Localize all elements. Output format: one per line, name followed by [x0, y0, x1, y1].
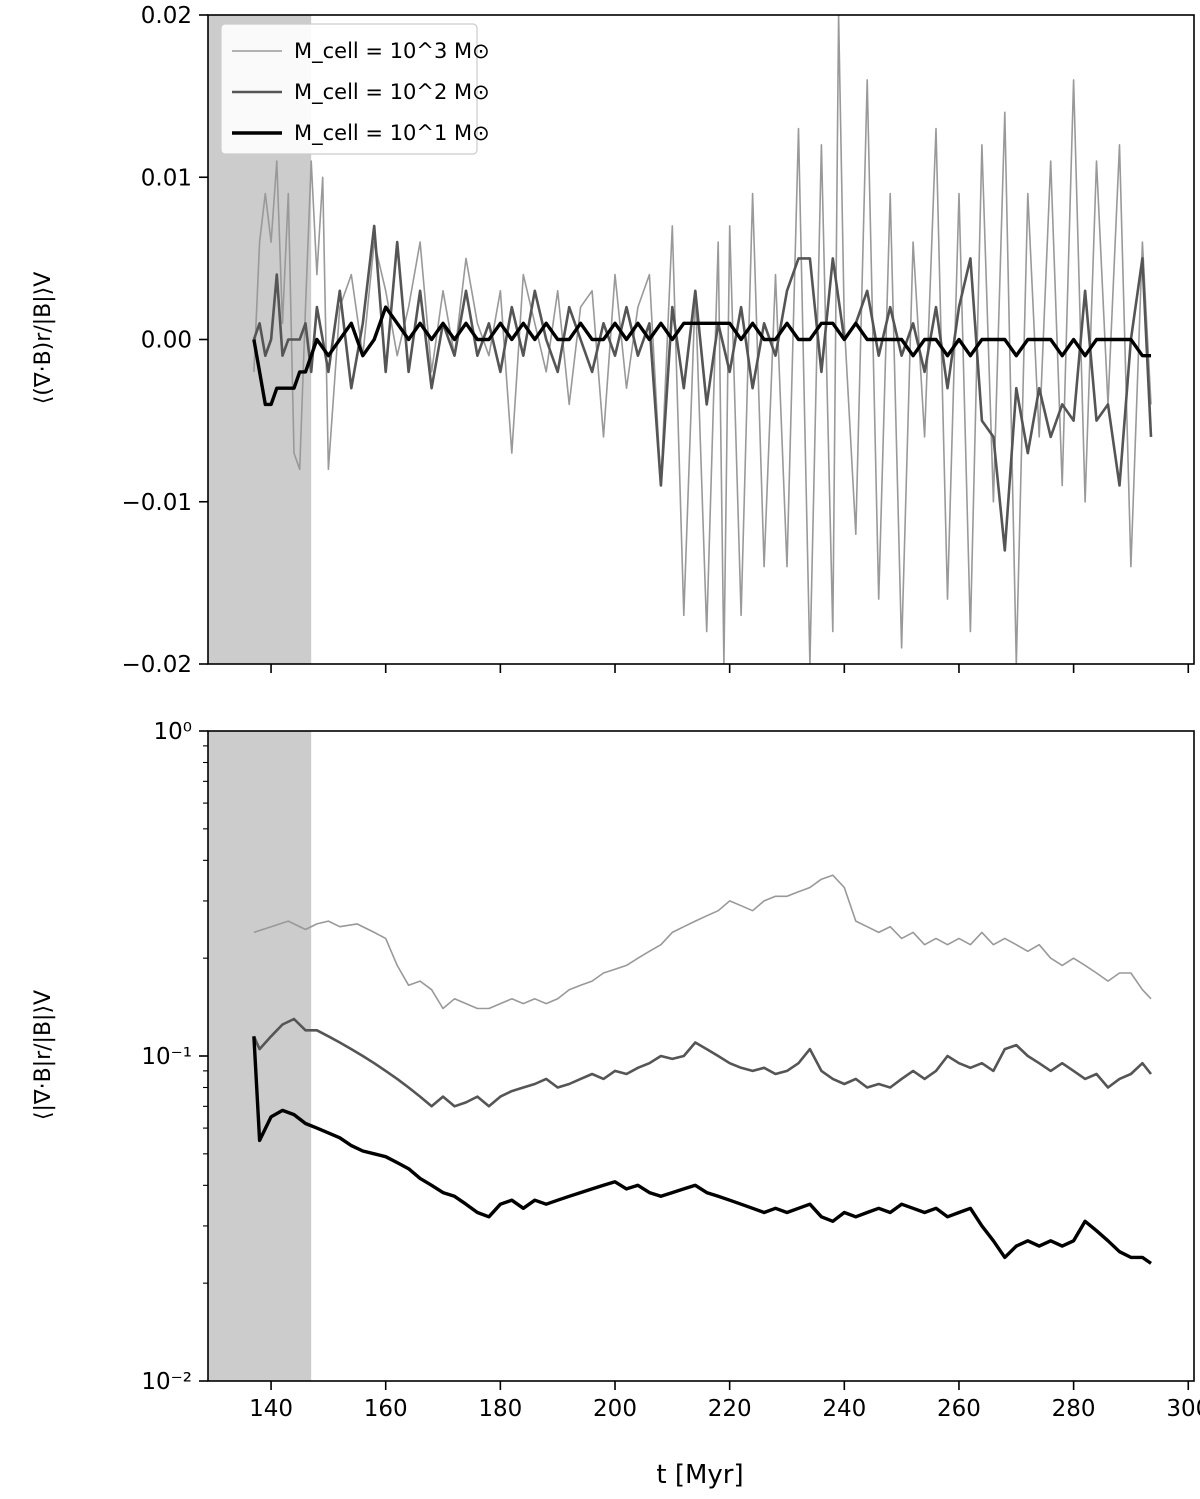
- y-tick-label: 0.00: [141, 328, 192, 354]
- series-line-3: [252, 305, 1151, 407]
- y-tick-label: 0.01: [141, 165, 192, 191]
- divergence-signed-panel: 0.02 0.01 0.00 −0.01 −0.02 ⟨(∇·B)r/|B|⟩V M_c…: [31, 3, 1195, 678]
- y-tick-label: 10⁻¹: [141, 1044, 192, 1070]
- x-tick-label: 140: [249, 1396, 293, 1422]
- plot-frame: [207, 730, 1195, 1382]
- series-line-1: [253, 874, 1152, 1010]
- series-line-2: [252, 1017, 1153, 1108]
- y-tick-label: 10⁰: [154, 719, 193, 745]
- x-tick-label: 200: [593, 1396, 637, 1422]
- series-line-2: [252, 224, 1153, 552]
- x-axis-label: t [Myr]: [656, 1460, 743, 1490]
- y-tick-label: −0.02: [122, 652, 192, 678]
- divergence-absolute-panel: 140 160 180 200 220 240 260 280 300 10⁰ 10⁻¹ 10⁻² ⟨…: [31, 719, 1200, 1490]
- top-y-axis-label: ⟨(∇·B)r/|B|⟩V: [31, 272, 56, 405]
- x-tick-label: 300: [1166, 1396, 1200, 1422]
- legend-label: M_cell = 10^3 M⊙: [294, 39, 490, 64]
- x-tick-label: 280: [1052, 1396, 1096, 1422]
- y-tick-label: −0.01: [122, 490, 192, 516]
- bottom-y-axis-label: ⟨|∇·B|r/|B|⟩V: [31, 990, 56, 1120]
- y-tick-label: 10⁻²: [141, 1369, 192, 1395]
- x-tick-label: 160: [364, 1396, 408, 1422]
- x-tick-label: 240: [822, 1396, 866, 1422]
- legend-label: M_cell = 10^1 M⊙: [294, 121, 490, 146]
- legend: M_cell = 10^3 M⊙ M_cell = 10^2 M⊙ M_cell =…: [220, 23, 490, 155]
- legend-label: M_cell = 10^2 M⊙: [294, 80, 490, 105]
- x-tick-label: 180: [478, 1396, 522, 1422]
- x-tick-label: 260: [937, 1396, 981, 1422]
- x-tick-label: 220: [708, 1396, 752, 1422]
- bottom-plot-area: 140 160 180 200 220 240 260 280 300 10⁰ 10⁻¹ 10⁻²: [141, 719, 1200, 1422]
- legend-box: [220, 23, 478, 155]
- y-tick-label: 0.02: [141, 3, 192, 29]
- series-line-1: [253, 15, 1152, 664]
- shaded-region: [208, 731, 312, 1381]
- series-line-3: [252, 1036, 1152, 1265]
